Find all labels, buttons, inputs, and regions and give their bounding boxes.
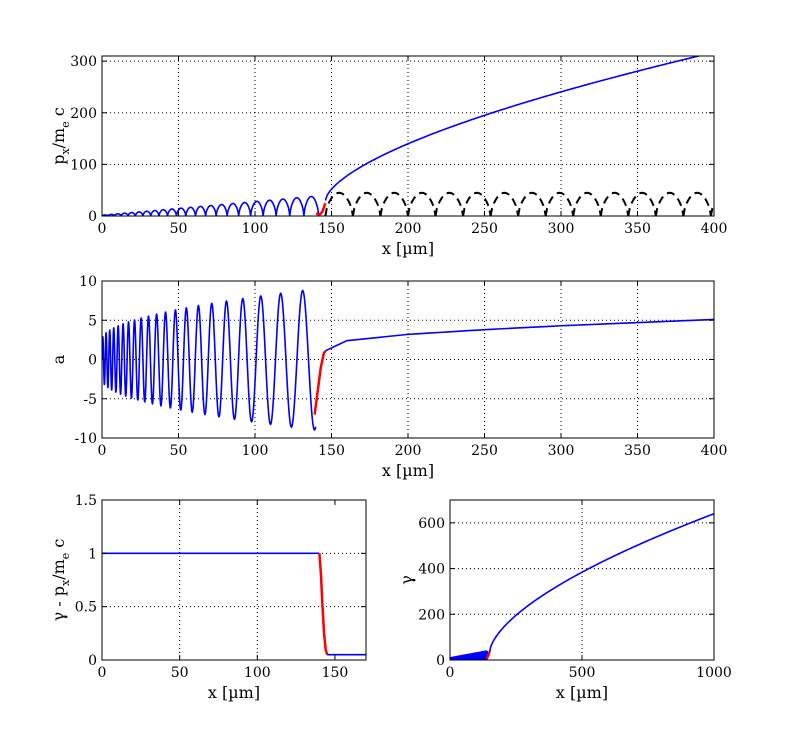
x-tick-label: 50 [171, 665, 189, 681]
x-tick-label: 350 [624, 443, 651, 459]
series-oscillation [102, 289, 317, 431]
y-tick-label: 200 [70, 106, 97, 122]
y-tick-label: 0 [436, 653, 445, 669]
chart-gamma-minus-px: 0 50 100 150 0 0.5 1 1.5 x [µm] γ - px/me c [49, 493, 367, 702]
y-tick-label: 0 [88, 653, 97, 669]
y-axis-label-part: /m [49, 559, 68, 580]
y-tick-label: 200 [418, 607, 445, 623]
x-tick-label: 250 [471, 221, 498, 237]
x-tick-label: 500 [569, 665, 596, 681]
axes-frame [101, 499, 367, 661]
y-axis-label-part: γ - p [49, 586, 68, 621]
x-axis-label: x [µm] [382, 461, 434, 480]
series-sqrt-rise [488, 512, 714, 653]
y-tick-label: 600 [418, 516, 445, 532]
y-axis-label-part: c [49, 539, 68, 553]
series-oscillating-arches-dashed [627, 191, 657, 216]
y-tick-label: 300 [70, 54, 97, 70]
y-tick-label: -5 [83, 392, 97, 408]
y-tick-label: 1 [88, 546, 97, 562]
x-axis-label: x [µm] [556, 683, 608, 702]
series-group [450, 512, 714, 660]
x-tick-label: 150 [318, 443, 345, 459]
x-tick-label: 400 [701, 443, 728, 459]
y-axis-label-part: /m [49, 128, 68, 149]
chart-gamma: 0 500 1000 0 200 400 600 x [µm] γ [397, 499, 732, 702]
series-transition [313, 350, 327, 415]
series-oscillating-arches-dashed [544, 191, 575, 216]
y-axis-label-part: p [49, 155, 68, 165]
series-group [102, 289, 714, 431]
x-tick-label: 150 [318, 221, 345, 237]
series-group [102, 552, 366, 656]
series-group [102, 56, 714, 216]
chart-px: 0 50 100 150 200 250 300 350 400 0 100 200 300 x [µm]… [49, 54, 728, 258]
x-tick-label: 0 [446, 665, 455, 681]
x-tick-label: 50 [170, 443, 188, 459]
x-axis-label: x [µm] [208, 683, 260, 702]
series-oscillating-arches-dashed [434, 191, 465, 216]
y-axis-label: px/me c [49, 107, 72, 165]
series-sqrt-rise [324, 56, 699, 201]
series-oscillating-arches-dashed [379, 191, 409, 216]
x-tick-label: 100 [244, 665, 271, 681]
y-tick-label: 0 [88, 209, 97, 225]
y-tick-label: 0.5 [75, 600, 97, 616]
x-axis-label: x [µm] [382, 239, 434, 258]
series-oscillating-arches-dashed [654, 191, 685, 216]
x-tick-label: 300 [548, 221, 575, 237]
x-tick-label: 100 [242, 443, 269, 459]
y-tick-label: 400 [418, 562, 445, 578]
series-oscillating-band [450, 650, 489, 660]
y-axis-label-part: e [59, 553, 72, 560]
x-tick-label: 400 [701, 221, 728, 237]
y-tick-label: 1.5 [75, 493, 97, 509]
y-tick-label: 0 [88, 353, 97, 369]
y-axis-label-part: e [59, 121, 72, 128]
series-oscillating-arches-dashed [462, 191, 492, 216]
series-oscillating-arches-dashed [489, 191, 520, 216]
series-oscillating-arches-dashed [351, 191, 382, 216]
x-tick-label: 0 [98, 221, 107, 237]
series-transition [315, 202, 327, 216]
series-oscillating-arches-dashed [599, 191, 630, 216]
series-transition [485, 651, 491, 660]
series-oscillating-arches-dashed [682, 191, 712, 216]
x-tick-label: 50 [170, 221, 188, 237]
series-transition [318, 553, 329, 656]
x-tick-label: 350 [624, 221, 651, 237]
y-tick-label: 100 [70, 157, 97, 173]
y-axis-label: a [49, 354, 68, 364]
x-tick-label: 0 [98, 443, 107, 459]
x-tick-label: 200 [395, 221, 422, 237]
x-tick-label: 1000 [696, 665, 732, 681]
series-oscillating-arches-dashed [709, 201, 714, 216]
chart-a: 0 50 100 150 200 250 300 350 400 -10 -5 0 5 10 x [µm] a [49, 274, 727, 480]
y-axis-label: γ - px/me c [49, 539, 72, 622]
series-oscillating-arches [102, 195, 320, 216]
series-oscillating-arches-dashed [572, 191, 602, 216]
series-oscillating-arches-dashed [407, 191, 437, 216]
series-log-rise [325, 318, 714, 352]
series-oscillating-arches-dashed [517, 191, 547, 216]
series-oscillating-arches-dashed [324, 191, 354, 216]
y-tick-label: -10 [74, 431, 97, 447]
y-axis-label-part: x [59, 579, 72, 586]
y-axis-label: γ [397, 575, 416, 585]
x-tick-label: 100 [242, 221, 269, 237]
y-axis-label-part: x [59, 148, 72, 155]
x-tick-label: 150 [322, 665, 349, 681]
x-tick-label: 250 [471, 443, 498, 459]
x-tick-label: 300 [548, 443, 575, 459]
y-axis-label-part: c [49, 107, 68, 121]
y-tick-label: 5 [88, 313, 97, 329]
x-tick-label: 200 [395, 443, 422, 459]
y-tick-label: 10 [79, 274, 97, 290]
x-tick-label: 0 [98, 665, 107, 681]
